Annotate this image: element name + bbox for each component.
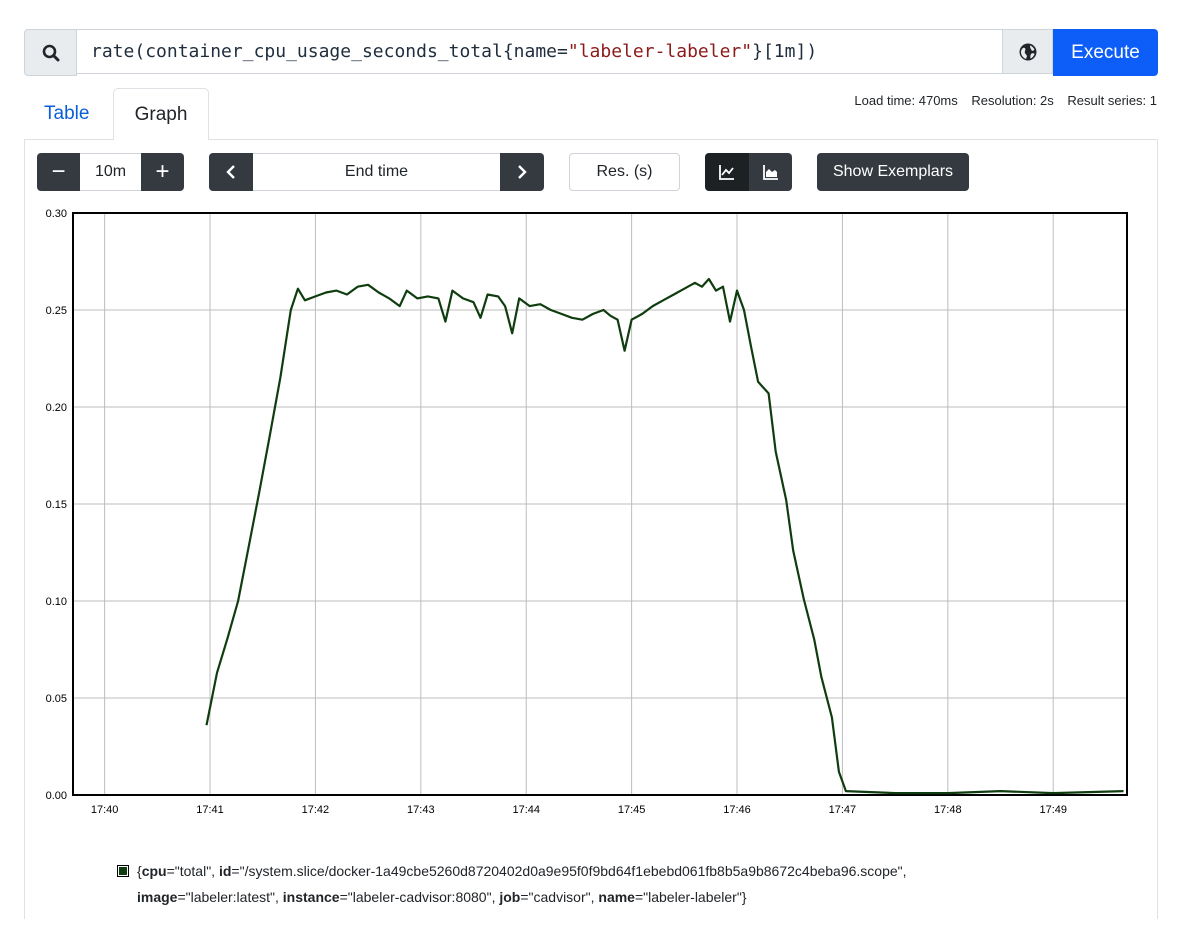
legend-label-value: "total" bbox=[174, 863, 212, 879]
range-input[interactable]: 10m bbox=[80, 153, 141, 191]
y-tick-label: 0.30 bbox=[46, 208, 67, 220]
decrease-range-button[interactable]: − bbox=[37, 153, 80, 191]
tab-table[interactable]: Table bbox=[44, 103, 90, 124]
legend-label-value: "labeler:latest" bbox=[185, 889, 275, 905]
end-time-input[interactable]: End time bbox=[253, 153, 500, 191]
area-chart-icon bbox=[762, 165, 778, 180]
x-tick-label: 17:40 bbox=[91, 804, 119, 816]
expression-token: name bbox=[513, 41, 558, 62]
load-time: Load time: 470ms bbox=[854, 93, 958, 108]
end-time-forward-button[interactable] bbox=[500, 153, 544, 191]
expression-token: ( bbox=[134, 41, 146, 62]
legend-item-labels[interactable]: {cpu="total", id="/system.slice/docker-1… bbox=[137, 863, 907, 879]
expression-token: { bbox=[502, 41, 514, 62]
y-tick-label: 0.10 bbox=[46, 596, 67, 608]
y-tick-label: 0.00 bbox=[46, 790, 67, 802]
legend-label-value: "labeler-labeler" bbox=[643, 889, 742, 905]
legend: {cpu="total", id="/system.slice/docker-1… bbox=[117, 858, 997, 910]
y-tick-label: 0.20 bbox=[46, 402, 67, 414]
expression-token: "labeler-labeler" bbox=[567, 41, 753, 62]
expression-input[interactable]: rate(container_cpu_usage_seconds_total{n… bbox=[76, 29, 1025, 74]
metrics-explorer-button[interactable] bbox=[1002, 29, 1053, 74]
stacked-area-button[interactable] bbox=[749, 153, 792, 191]
x-tick-label: 17:48 bbox=[934, 804, 962, 816]
expression-token: rate bbox=[91, 41, 135, 62]
expression-token: container_cpu_usage_seconds_total bbox=[145, 41, 503, 62]
execute-button[interactable]: Execute bbox=[1053, 29, 1158, 76]
panel-border-right bbox=[1157, 139, 1158, 919]
legend-label-key: image bbox=[137, 889, 178, 905]
expression-token: ]) bbox=[795, 41, 818, 62]
x-tick-label: 17:43 bbox=[407, 804, 435, 816]
expression-token: [ bbox=[762, 41, 774, 62]
x-tick-label: 17:42 bbox=[302, 804, 330, 816]
query-bar: rate(container_cpu_usage_seconds_total{n… bbox=[24, 29, 1158, 76]
legend-label-key: instance bbox=[282, 889, 340, 905]
increase-range-button[interactable]: + bbox=[141, 153, 184, 191]
legend-label-key: id bbox=[218, 863, 232, 879]
legend-item-labels-cont[interactable]: image="labeler:latest", instance="labele… bbox=[137, 889, 747, 905]
series-line bbox=[205, 277, 1124, 795]
search-icon bbox=[42, 44, 59, 61]
plot-frame bbox=[72, 212, 1128, 796]
end-time-back-button[interactable] bbox=[209, 153, 253, 191]
legend-label-key: job bbox=[499, 889, 521, 905]
legend-label-value: "/system.slice/docker-1a49cbe5260d872040… bbox=[239, 863, 903, 879]
line-chart-icon bbox=[719, 165, 734, 180]
chevron-right-icon bbox=[518, 165, 527, 179]
resolution-input[interactable]: Res. (s) bbox=[569, 153, 680, 191]
legend-label-value: "labeler-cadvisor:8080" bbox=[347, 889, 492, 905]
x-tick-label: 17:41 bbox=[196, 804, 224, 816]
x-tick-label: 17:46 bbox=[723, 804, 751, 816]
panel-border bbox=[24, 139, 1158, 140]
globe-icon bbox=[1019, 43, 1036, 60]
panel-border-left bbox=[24, 139, 25, 919]
chevron-left-icon bbox=[226, 165, 235, 179]
tab-graph[interactable]: Graph bbox=[113, 88, 209, 140]
result-series-count: Result series: 1 bbox=[1067, 93, 1157, 108]
y-tick-label: 0.15 bbox=[46, 499, 67, 511]
y-tick-label: 0.05 bbox=[46, 693, 67, 705]
x-tick-label: 17:49 bbox=[1039, 804, 1067, 816]
legend-label-key: name bbox=[598, 889, 635, 905]
search-icon-button[interactable] bbox=[24, 29, 77, 76]
legend-label-key: cpu bbox=[141, 863, 167, 879]
show-exemplars-button[interactable]: Show Exemplars bbox=[817, 153, 969, 191]
resolution-info: Resolution: 2s bbox=[971, 93, 1054, 108]
expression-token: 1m bbox=[773, 41, 796, 62]
expression-token: = bbox=[557, 41, 568, 62]
legend-item-swatch[interactable] bbox=[117, 865, 129, 877]
graph-chart[interactable]: 0.00 0.05 0.10 0.15 0.20 0.25 0.30 17:40 17:41 17… bbox=[0, 0, 1182, 830]
y-tick-label: 0.25 bbox=[46, 305, 67, 317]
unstacked-line-button[interactable] bbox=[705, 153, 749, 191]
query-stats: Load time: 470ms Resolution: 2s Result s… bbox=[844, 93, 1157, 108]
x-tick-label: 17:44 bbox=[512, 804, 540, 816]
legend-label-value: "cadvisor" bbox=[528, 889, 591, 905]
x-tick-label: 17:47 bbox=[829, 804, 857, 816]
x-tick-label: 17:45 bbox=[618, 804, 646, 816]
expression-token: } bbox=[752, 41, 763, 62]
